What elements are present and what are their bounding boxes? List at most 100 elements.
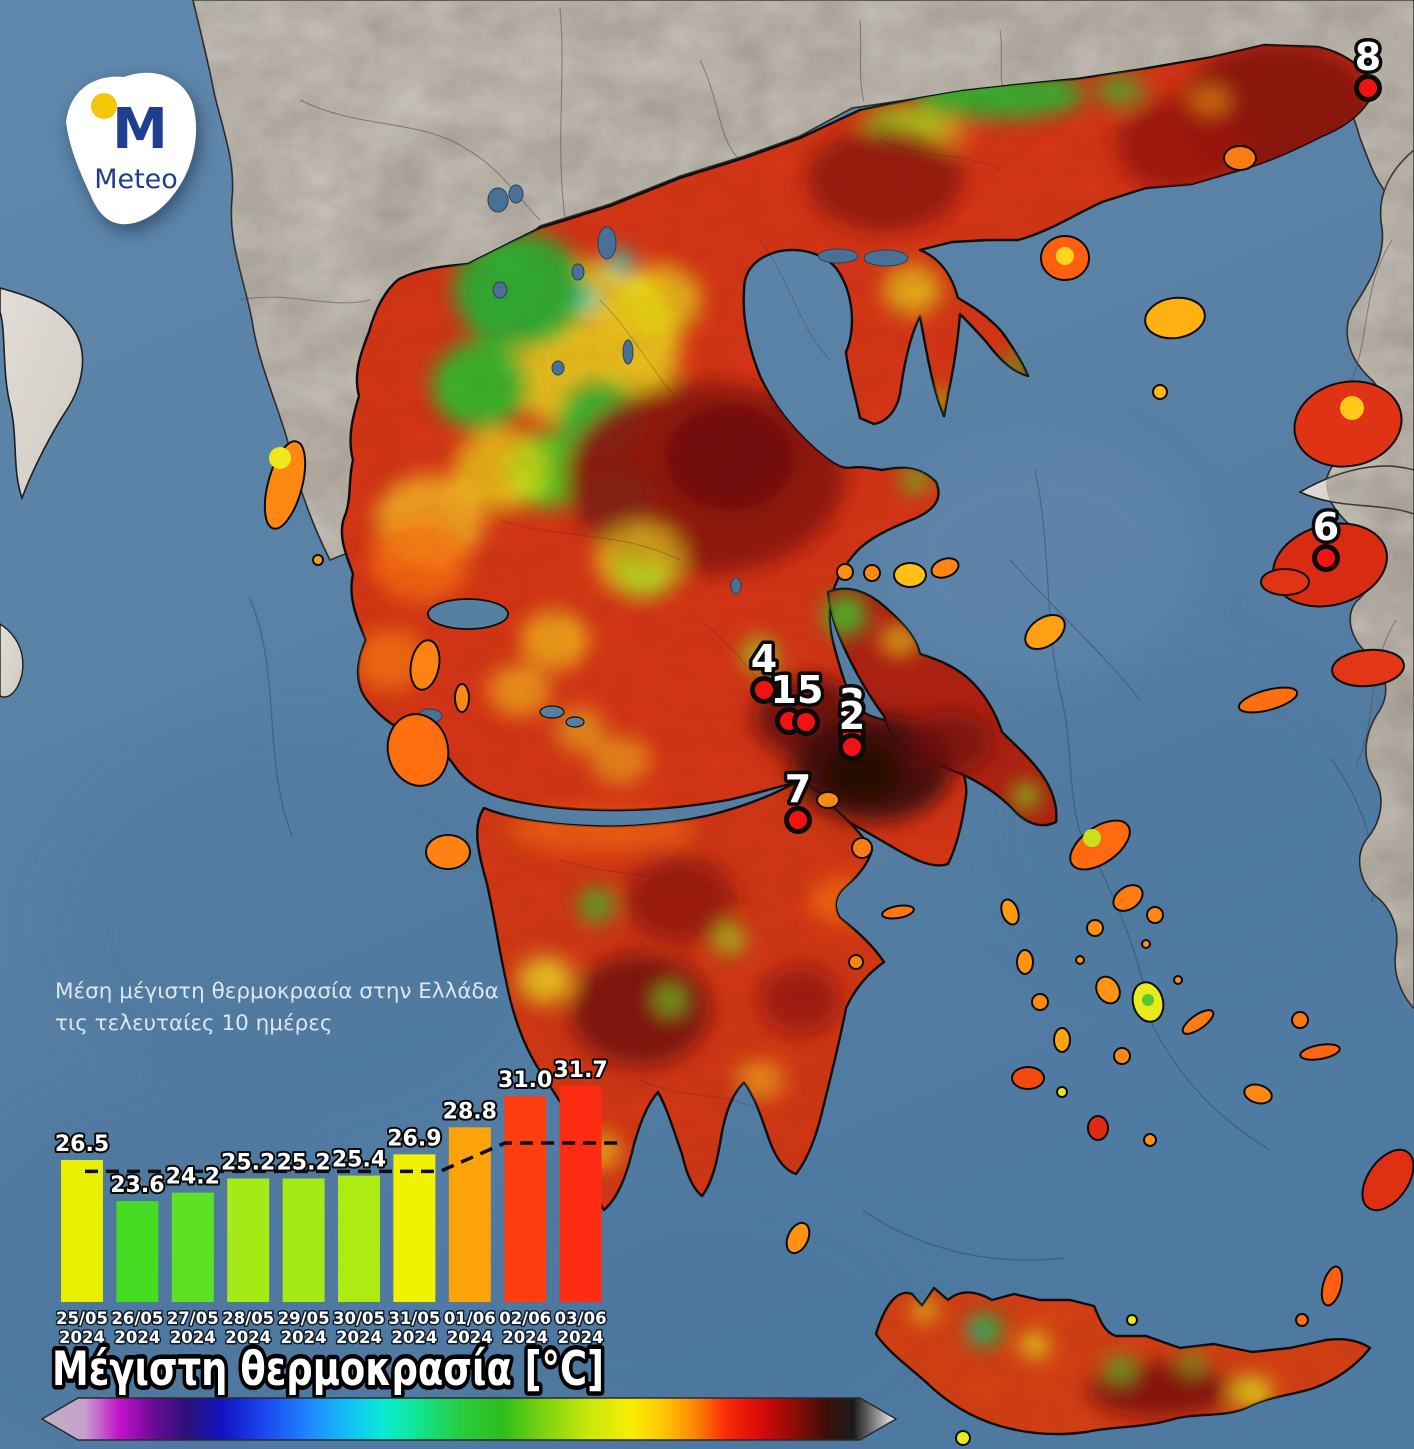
station-marker-2: 2 xyxy=(835,691,869,761)
station-markers: 415 327 8 6 xyxy=(747,32,1385,834)
temperature-bar xyxy=(61,1160,103,1302)
ikaria xyxy=(1237,686,1299,714)
spetses xyxy=(848,954,864,970)
ithaki xyxy=(454,683,470,713)
folegandros xyxy=(1056,1086,1068,1098)
bar-value-label: 25.4 xyxy=(332,1148,386,1173)
bar-date-label: 25/05 xyxy=(56,1309,108,1328)
footer: Μέγιστη θερμοκρασία [°C] xyxy=(40,1338,898,1441)
logo-sun-dot xyxy=(91,93,117,119)
marker-label: 6 xyxy=(1313,505,1339,549)
bar-date-label: 26/05 xyxy=(111,1309,163,1328)
temperature-bar xyxy=(559,1086,602,1302)
bar-year-label: 2024 xyxy=(225,1328,271,1347)
station-marker-8: 8 xyxy=(1351,32,1385,102)
marker-label: 4 xyxy=(751,637,777,681)
bar-year-label: 2024 xyxy=(391,1328,437,1347)
tinos xyxy=(1112,884,1144,912)
hydra xyxy=(881,904,915,920)
kefalonia xyxy=(386,713,450,787)
logo-monogram: M xyxy=(112,97,168,162)
station-marker-3: 3 xyxy=(835,678,869,748)
marker-label: 7 xyxy=(785,767,811,811)
samothraki xyxy=(1223,145,1257,171)
serifos xyxy=(1031,993,1049,1011)
bar-value-label: 26.5 xyxy=(55,1132,109,1157)
bar-year-label: 2024 xyxy=(114,1328,160,1347)
marker-dot xyxy=(792,708,820,736)
marker-dot xyxy=(1354,74,1382,102)
temperature-bar xyxy=(116,1201,159,1302)
station-marker-15: 15 xyxy=(767,665,827,736)
bar-year-label: 2024 xyxy=(59,1328,105,1347)
syros xyxy=(1086,919,1104,937)
maritime-boundary-lines xyxy=(249,469,1375,1261)
bar-value-label: 24.2 xyxy=(166,1165,220,1190)
bar-year-label: 2024 xyxy=(502,1328,548,1347)
kea xyxy=(1000,898,1020,926)
temperature-colorbar xyxy=(40,1397,898,1441)
bar-value-label: 31.7 xyxy=(553,1058,607,1083)
bar-date-label: 28/05 xyxy=(222,1309,274,1328)
station-marker-7: 7 xyxy=(781,764,815,834)
kythnos xyxy=(1016,949,1034,975)
marker-label: 8 xyxy=(1355,35,1381,79)
map-main-title: Μέγιστη θερμοκρασία [°C] xyxy=(52,1342,604,1397)
temperature-bar xyxy=(504,1096,547,1302)
bar-date-label: 30/05 xyxy=(333,1309,385,1328)
kos xyxy=(1299,1043,1341,1061)
gavdos xyxy=(955,1430,971,1446)
bar-year-label: 2024 xyxy=(170,1328,216,1347)
marker-label: 3 xyxy=(839,681,865,725)
chart-title-line1: Μέση μέγιστη θερμοκρασία στην Ελλάδα xyxy=(55,979,499,1004)
bar-date-label: 31/05 xyxy=(388,1309,440,1328)
samos xyxy=(1331,648,1405,688)
bar-date-label: 02/06 xyxy=(499,1309,551,1328)
bar-year-label: 2024 xyxy=(281,1328,327,1347)
zakynthos xyxy=(425,834,471,870)
ios xyxy=(1113,1047,1131,1065)
kythira xyxy=(785,1221,811,1255)
bar-value-label: 31.0 xyxy=(498,1068,552,1093)
amorgos xyxy=(1181,1009,1215,1035)
marker-label: 15 xyxy=(771,668,824,712)
marker-dot xyxy=(750,676,778,704)
italy-heel xyxy=(0,287,84,501)
lefkada xyxy=(409,639,441,691)
station-marker-4: 4 xyxy=(747,634,781,704)
bar-date-label: 29/05 xyxy=(278,1309,330,1328)
temperature-bar xyxy=(227,1178,270,1302)
santorini xyxy=(1087,1115,1109,1141)
station-marker-6: 6 xyxy=(1309,502,1343,572)
marker-dot xyxy=(1312,544,1340,572)
alonnisos xyxy=(930,557,960,579)
amvrakikos-gulf xyxy=(427,598,509,630)
bar-date-label: 03/06 xyxy=(555,1309,607,1328)
dia xyxy=(1126,1314,1138,1326)
admin-borders xyxy=(239,7,1397,767)
limnos xyxy=(1144,296,1206,340)
milos xyxy=(1011,1066,1045,1090)
kalymnos xyxy=(1291,1011,1309,1029)
temperature-bar xyxy=(338,1175,380,1302)
marker-label: 2 xyxy=(839,694,865,738)
bar-date-label: 27/05 xyxy=(167,1309,219,1328)
temperature-bar xyxy=(393,1154,436,1302)
astypalaia xyxy=(1243,1083,1273,1105)
kasos xyxy=(1295,1313,1309,1327)
bar-date-label: 01/06 xyxy=(444,1309,496,1328)
paxi xyxy=(312,554,324,566)
islands xyxy=(263,145,1414,1446)
sifnos xyxy=(1053,1027,1071,1053)
reference-dashed-line xyxy=(85,1141,618,1174)
chart-title-line2: τις τελευταίες 10 ημέρες xyxy=(55,1011,333,1036)
lesbos xyxy=(1293,380,1403,468)
bar-value-label: 28.8 xyxy=(443,1099,497,1124)
bar-value-label: 26.9 xyxy=(387,1126,441,1151)
bar-value-label: 23.6 xyxy=(110,1173,164,1198)
skiathos xyxy=(836,563,854,581)
bar-year-label: 2024 xyxy=(336,1328,382,1347)
salamina xyxy=(816,791,840,809)
